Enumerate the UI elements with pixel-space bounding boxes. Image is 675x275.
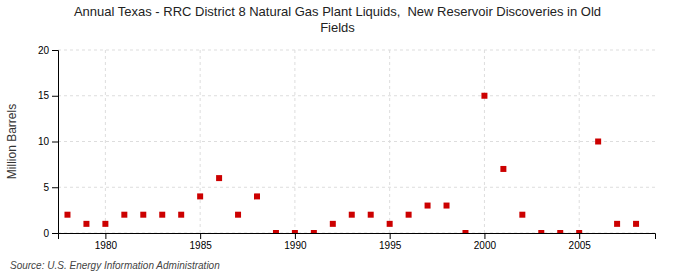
x-tick: 1985 <box>190 233 213 251</box>
point <box>159 212 165 218</box>
point <box>444 203 450 209</box>
point <box>254 193 260 199</box>
y-tick-label: 20 <box>38 45 50 56</box>
point <box>462 230 468 233</box>
x-tick-label: 1990 <box>284 240 307 251</box>
x-tick: 2005 <box>569 233 592 251</box>
x-tick-mark <box>295 233 296 239</box>
point <box>387 221 393 227</box>
x-tick-mark <box>200 233 201 239</box>
y-axis-line <box>52 51 59 234</box>
title: Annual Texas - RRC District 8 Natural Ga… <box>74 4 601 35</box>
grid-line-x <box>579 50 580 233</box>
x-tick-label: 1995 <box>379 240 402 251</box>
point <box>178 212 184 218</box>
x-tick: 1995 <box>379 233 402 251</box>
grid-line-x <box>200 50 201 233</box>
grid-line-y <box>58 50 655 51</box>
point <box>140 212 146 218</box>
x-tick-mark <box>579 233 580 239</box>
x-tick: 2000 <box>474 233 497 251</box>
plot: 1980 1985 1990 1995 2000 2005 0 5 10 15 20 Million … <box>5 45 656 251</box>
point <box>64 212 70 218</box>
x-axis-line <box>59 234 656 240</box>
point <box>330 221 336 227</box>
y-tick-mark <box>52 187 58 188</box>
y-axis-title: Million Barrels <box>5 104 19 179</box>
source-note: Source: U.S. Energy Information Administ… <box>10 260 220 271</box>
point <box>311 230 317 233</box>
grid <box>58 50 655 233</box>
point <box>102 221 108 227</box>
point <box>614 221 620 227</box>
point <box>538 230 544 233</box>
x-tick-mark <box>105 233 106 239</box>
point <box>425 203 431 209</box>
y-tick-label: 5 <box>43 182 49 193</box>
y-tick: 5 <box>43 182 58 193</box>
x-tick-mark <box>390 233 391 239</box>
y-tick: 0 <box>43 228 58 239</box>
point <box>349 212 355 218</box>
point <box>121 212 127 218</box>
point <box>197 193 203 199</box>
x-tick: 1990 <box>284 233 307 251</box>
point <box>83 221 89 227</box>
x-tick-label: 1980 <box>95 240 118 251</box>
point <box>557 230 563 233</box>
x-tick-label: 1985 <box>190 240 213 251</box>
grid-line-y <box>58 95 655 96</box>
point <box>235 212 241 218</box>
y-tick: 10 <box>38 136 58 147</box>
point <box>368 212 374 218</box>
y-axis: 0 5 10 15 20 <box>38 45 59 239</box>
points <box>64 93 639 233</box>
y-tick: 15 <box>38 90 58 101</box>
y-tick-mark <box>52 96 58 97</box>
y-tick-label: 10 <box>38 136 50 147</box>
y-tick-label: 0 <box>43 228 49 239</box>
y-tick-mark <box>52 142 58 143</box>
chart: 1980 1985 1990 1995 2000 2005 0 5 10 15 20 Million … <box>0 0 675 275</box>
grid-line-x <box>105 50 106 233</box>
point <box>576 230 582 233</box>
y-tick-label: 15 <box>38 90 50 101</box>
point <box>595 139 601 145</box>
y-tick: 20 <box>38 45 58 56</box>
y-tick-mark <box>52 233 58 234</box>
y-tick-mark <box>52 50 58 51</box>
point <box>500 166 506 172</box>
x-tick-mark <box>484 233 485 239</box>
grid-line-y <box>58 187 655 188</box>
grid-line-y <box>58 141 655 142</box>
point <box>519 212 525 218</box>
x-tick-label: 2005 <box>569 240 592 251</box>
x-tick-label: 2000 <box>474 240 497 251</box>
x-tick: 1980 <box>95 233 118 251</box>
point <box>292 230 298 233</box>
point <box>481 93 487 99</box>
point <box>273 230 279 233</box>
point <box>406 212 412 218</box>
point <box>633 221 639 227</box>
x-axis: 1980 1985 1990 1995 2000 2005 <box>59 233 656 251</box>
point <box>216 175 222 181</box>
